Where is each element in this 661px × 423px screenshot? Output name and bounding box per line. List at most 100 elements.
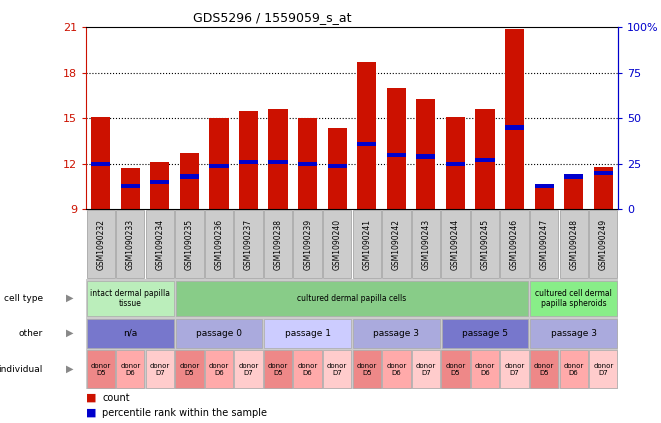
Bar [323, 210, 352, 278]
Text: other: other [19, 329, 43, 338]
Bar [91, 162, 110, 166]
Bar [91, 117, 110, 209]
Text: GSM1090238: GSM1090238 [274, 219, 283, 270]
Text: donor
D7: donor D7 [416, 363, 436, 376]
Bar [121, 168, 140, 209]
Bar [500, 210, 529, 278]
Text: donor
D7: donor D7 [327, 363, 347, 376]
Bar [357, 142, 376, 146]
Text: GSM1090243: GSM1090243 [421, 219, 430, 270]
Text: ■: ■ [86, 393, 97, 403]
Text: GSM1090236: GSM1090236 [214, 219, 223, 270]
Text: donor
D6: donor D6 [120, 363, 140, 376]
Text: donor
D6: donor D6 [209, 363, 229, 376]
Text: GSM1090239: GSM1090239 [303, 219, 312, 270]
Bar [559, 210, 588, 278]
Bar [150, 162, 169, 209]
Bar [535, 187, 554, 209]
Bar [505, 29, 524, 209]
Bar [175, 210, 204, 278]
Text: passage 1: passage 1 [285, 329, 330, 338]
Text: donor
D5: donor D5 [534, 363, 555, 376]
Text: donor
D6: donor D6 [475, 363, 495, 376]
Bar [594, 171, 613, 175]
Text: donor
D5: donor D5 [357, 363, 377, 376]
Bar [564, 176, 583, 209]
Bar [535, 184, 554, 188]
Bar [530, 281, 617, 316]
Bar [442, 319, 528, 348]
Bar [412, 210, 440, 278]
Bar [268, 110, 288, 209]
Bar [87, 319, 174, 348]
Bar [176, 281, 528, 316]
Bar [180, 153, 199, 209]
Text: percentile rank within the sample: percentile rank within the sample [102, 408, 268, 418]
Bar [589, 210, 617, 278]
Bar [235, 210, 262, 278]
Text: cultured cell dermal
papilla spheroids: cultured cell dermal papilla spheroids [535, 288, 612, 308]
Text: GSM1090233: GSM1090233 [126, 219, 135, 270]
Bar [268, 160, 288, 164]
Bar [328, 164, 347, 168]
Bar [530, 350, 559, 388]
Bar [145, 210, 174, 278]
Text: GSM1090246: GSM1090246 [510, 219, 519, 270]
Text: GSM1090237: GSM1090237 [244, 219, 253, 270]
Text: ■: ■ [86, 408, 97, 418]
Bar [559, 350, 588, 388]
Text: donor
D7: donor D7 [239, 363, 258, 376]
Bar [505, 125, 524, 130]
Bar [475, 158, 494, 162]
Text: individual: individual [0, 365, 43, 374]
Bar [500, 350, 529, 388]
Bar [239, 111, 258, 209]
Text: donor
D5: donor D5 [446, 363, 465, 376]
Bar [387, 88, 406, 209]
Bar [530, 319, 617, 348]
Bar [145, 350, 174, 388]
Bar [446, 117, 465, 209]
Bar [87, 281, 174, 316]
Text: ▶: ▶ [65, 364, 73, 374]
Text: intact dermal papilla
tissue: intact dermal papilla tissue [91, 288, 171, 308]
Bar [357, 62, 376, 209]
Bar [180, 174, 199, 179]
Bar [264, 210, 292, 278]
Text: n/a: n/a [123, 329, 137, 338]
Bar [530, 210, 559, 278]
Bar [176, 319, 262, 348]
Bar [239, 160, 258, 164]
Text: GSM1090249: GSM1090249 [599, 219, 607, 270]
Bar [382, 210, 410, 278]
Text: donor
D6: donor D6 [564, 363, 584, 376]
Bar [446, 162, 465, 166]
Bar [387, 153, 406, 157]
Bar [121, 184, 140, 188]
Bar [293, 350, 322, 388]
Bar [87, 210, 115, 278]
Text: GSM1090247: GSM1090247 [539, 219, 549, 270]
Bar [87, 350, 115, 388]
Text: ▶: ▶ [65, 328, 73, 338]
Bar [323, 350, 352, 388]
Text: GSM1090235: GSM1090235 [185, 219, 194, 270]
Bar [298, 162, 317, 166]
Text: donor
D7: donor D7 [504, 363, 525, 376]
Bar [210, 118, 229, 209]
Text: GSM1090234: GSM1090234 [155, 219, 165, 270]
Bar [594, 167, 613, 209]
Bar [293, 210, 322, 278]
Text: GSM1090241: GSM1090241 [362, 219, 371, 270]
Bar [328, 128, 347, 209]
Text: GSM1090232: GSM1090232 [97, 219, 105, 270]
Text: GSM1090245: GSM1090245 [481, 219, 490, 270]
Bar [175, 350, 204, 388]
Bar [382, 350, 410, 388]
Bar [116, 210, 145, 278]
Text: passage 3: passage 3 [373, 329, 419, 338]
Bar [210, 164, 229, 168]
Text: GSM1090240: GSM1090240 [332, 219, 342, 270]
Text: donor
D7: donor D7 [593, 363, 613, 376]
Text: passage 5: passage 5 [462, 329, 508, 338]
